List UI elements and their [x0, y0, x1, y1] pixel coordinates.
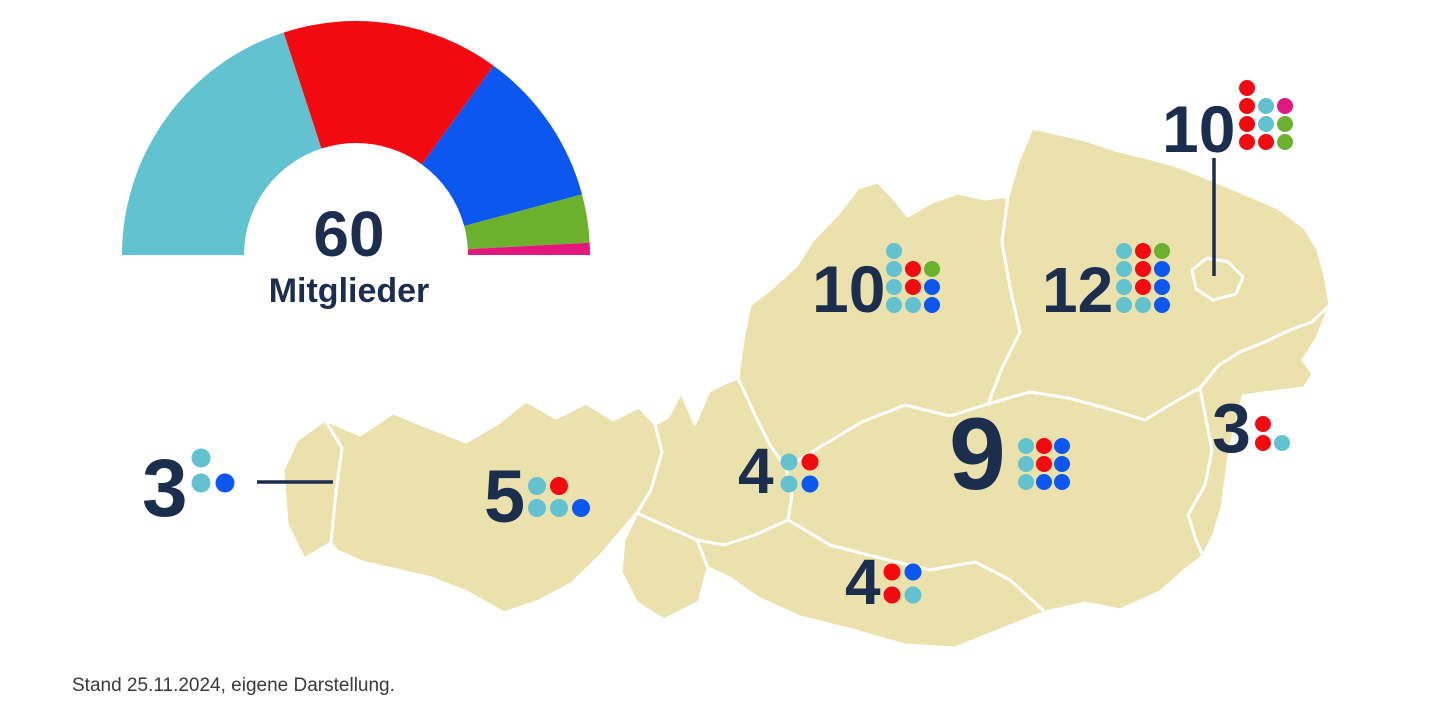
seat-dot-niederoesterreich-teal [1116, 279, 1132, 295]
seat-dot-oberoesterreich-teal [886, 279, 902, 295]
seat-dot-niederoesterreich-red [1135, 261, 1151, 277]
seat-dot-oberoesterreich-red [905, 261, 921, 277]
seat-dot-steiermark-red [1036, 438, 1052, 454]
seat-count-vorarlberg: 3 [142, 443, 188, 534]
seat-dot-steiermark-teal [1018, 474, 1034, 490]
seat-dot-niederoesterreich-teal [1116, 261, 1132, 277]
donut-segment-green [464, 194, 590, 250]
seat-dot-wien-red [1239, 116, 1255, 132]
seat-dot-steiermark-blue [1054, 456, 1070, 472]
seat-count-kaernten: 4 [845, 546, 881, 618]
seat-dot-oberoesterreich-green [924, 261, 940, 277]
seat-dot-wien-green [1277, 116, 1293, 132]
donut-segment-red [283, 21, 494, 165]
seat-dot-salzburg-blue [801, 475, 819, 493]
seat-dot-steiermark-teal [1018, 438, 1034, 454]
seat-dot-kaernten-red [883, 586, 901, 604]
seat-dot-burgenland-red [1255, 416, 1271, 432]
seat-dot-niederoesterreich-green [1154, 243, 1170, 259]
seat-dot-oberoesterreich-teal [886, 261, 902, 277]
seat-dot-niederoesterreich-teal [1116, 243, 1132, 259]
donut-segment-teal [122, 32, 322, 255]
seat-dot-steiermark-teal [1018, 456, 1034, 472]
seat-dot-wien-teal [1258, 116, 1274, 132]
source-note: Stand 25.11.2024, eigene Darstellung. [72, 675, 395, 696]
seat-dot-steiermark-blue [1054, 474, 1070, 490]
seat-count-niederoesterreich: 12 [1042, 254, 1113, 326]
seat-count-tirol: 5 [484, 455, 525, 538]
seat-dot-steiermark-blue [1054, 438, 1070, 454]
total-members-label: Mitglieder [269, 272, 430, 310]
seat-dot-wien-red [1239, 134, 1255, 150]
seat-dot-wien-teal [1258, 98, 1274, 114]
seat-dot-niederoesterreich-red [1135, 243, 1151, 259]
seat-dot-tirol-teal [550, 499, 568, 517]
seats-donut-chart [122, 21, 590, 255]
seat-dot-tirol-red [550, 477, 568, 495]
state-wien-enclave [1190, 256, 1245, 302]
seat-count-burgenland: 3 [1212, 389, 1251, 467]
seat-count-steiermark: 9 [949, 397, 1006, 511]
state-kaernten [695, 518, 1047, 650]
seat-dot-kaernten-teal [904, 586, 922, 604]
seat-dot-vorarlberg-teal [191, 448, 211, 468]
seat-dot-kaernten-blue [904, 563, 922, 581]
seat-dot-steiermark-blue [1036, 474, 1052, 490]
seat-dot-oberoesterreich-teal [886, 243, 902, 259]
seat-dot-oberoesterreich-teal [905, 297, 921, 313]
seat-dot-burgenland-red [1255, 435, 1271, 451]
seat-dot-salzburg-red [801, 453, 819, 471]
seat-dot-niederoesterreich-teal [1116, 297, 1132, 313]
seat-dot-salzburg-teal [780, 475, 798, 493]
seat-dot-wien-red [1258, 134, 1274, 150]
seat-dot-wien-pink [1277, 98, 1293, 114]
seat-dot-burgenland-teal [1274, 435, 1290, 451]
seat-dot-vorarlberg-blue [215, 473, 235, 493]
seat-dot-niederoesterreich-blue [1154, 261, 1170, 277]
seat-dot-salzburg-teal [780, 453, 798, 471]
austria-map [281, 126, 1332, 650]
seat-dot-oberoesterreich-teal [886, 297, 902, 313]
seat-dot-niederoesterreich-red [1135, 279, 1151, 295]
seat-dot-wien-green [1277, 134, 1293, 150]
total-members: 60 [313, 198, 384, 270]
donut-segment-blue [421, 65, 583, 227]
seat-dot-niederoesterreich-blue [1154, 297, 1170, 313]
seat-dot-oberoesterreich-blue [924, 297, 940, 313]
seat-count-wien: 10 [1162, 92, 1235, 166]
seat-dot-kaernten-red [883, 563, 901, 581]
seat-count-oberoesterreich: 10 [812, 252, 885, 326]
seat-dot-wien-red [1239, 98, 1255, 114]
seat-dot-steiermark-red [1036, 456, 1052, 472]
donut-segment-pink [467, 242, 590, 255]
seat-count-salzburg: 4 [738, 435, 774, 507]
seat-dot-oberoesterreich-red [905, 279, 921, 295]
seat-dot-tirol-teal [528, 477, 546, 495]
seat-dot-wien-red [1239, 80, 1255, 96]
region-seat-dots [191, 80, 1293, 604]
seat-dot-niederoesterreich-blue [1154, 279, 1170, 295]
seat-dot-oberoesterreich-blue [924, 279, 940, 295]
seat-dot-vorarlberg-teal [191, 473, 211, 493]
seat-dot-tirol-teal [528, 499, 546, 517]
seat-dot-niederoesterreich-teal [1135, 297, 1151, 313]
seat-dot-tirol-blue [572, 499, 590, 517]
